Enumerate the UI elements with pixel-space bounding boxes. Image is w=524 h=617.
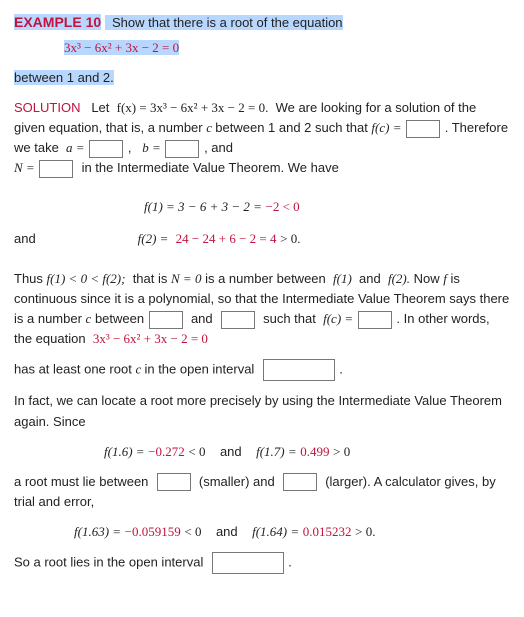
between-text: between 1 and 2. (14, 68, 510, 88)
blank-c-low[interactable] (149, 311, 183, 329)
root-between-para: a root must lie between (smaller) and (l… (14, 472, 510, 512)
blank-larger[interactable] (283, 473, 317, 491)
header-equation: 3x³ − 6x² + 3x − 2 = 0 (64, 38, 510, 58)
blank-smaller[interactable] (157, 473, 191, 491)
blank-a[interactable] (89, 140, 123, 158)
blank-c-high[interactable] (221, 311, 255, 329)
f16-f17-eval: f(1.6) = −0.272 < 0 and f(1.7) = 0.499 >… (104, 442, 510, 462)
refine-para: In fact, we can locate a root more preci… (14, 391, 510, 431)
f163-f164-eval: f(1.63) = −0.059159 < 0 and f(1.64) = 0.… (74, 522, 510, 542)
solution-label: SOLUTION (14, 100, 80, 115)
conclusion-para: Thus f(1) < 0 < f(2); that is N = 0 is a… (14, 269, 510, 350)
example-prompt: Show that there is a root of the equatio… (105, 15, 343, 30)
f2-eval: and f(2) = 24 − 24 + 6 − 2 = 4 > 0. (14, 229, 510, 249)
final-interval-para: So a root lies in the open interval . (14, 552, 510, 574)
example-label: EXAMPLE 10 (14, 14, 101, 30)
blank-interval1[interactable] (263, 359, 335, 381)
blank-fc[interactable] (406, 120, 440, 138)
root-interval-para: has at least one root c in the open inte… (14, 359, 510, 381)
f1-eval: f(1) = 3 − 6 + 3 − 2 = −2 < 0 (144, 197, 510, 217)
solution-para: SOLUTION Let f(x) = 3x³ − 6x² + 3x − 2 =… (14, 98, 510, 179)
example-header: EXAMPLE 10 Show that there is a root of … (14, 12, 510, 34)
equation-text: 3x³ − 6x² + 3x − 2 = 0 (64, 40, 179, 55)
blank-b[interactable] (165, 140, 199, 158)
blank-fc2[interactable] (358, 311, 392, 329)
blank-interval2[interactable] (212, 552, 284, 574)
fx-def: f(x) = 3x³ − 6x² + 3x − 2 = 0. (117, 100, 269, 115)
blank-n[interactable] (39, 160, 73, 178)
